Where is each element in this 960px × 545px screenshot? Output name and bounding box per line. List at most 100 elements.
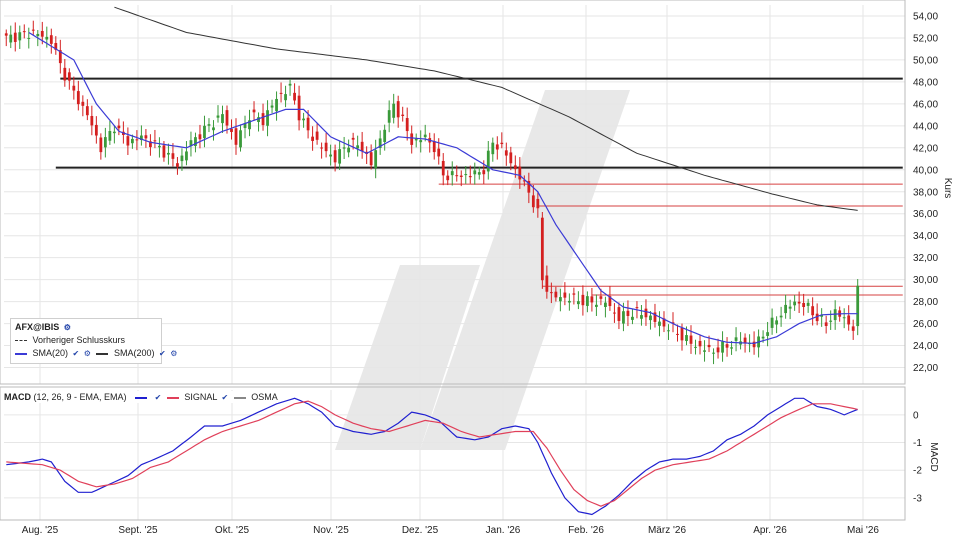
macd-line-icon: [135, 396, 148, 399]
candle-body: [49, 35, 53, 44]
candle-body: [604, 302, 607, 308]
candle-body: [171, 153, 175, 159]
sma20-line-icon: [15, 352, 27, 355]
macd-axis-label: MACD: [928, 442, 939, 471]
candle-body: [54, 42, 58, 50]
candle-body: [342, 147, 346, 149]
macd-legend-signal: SIGNAL: [184, 392, 217, 402]
checkmark-icon[interactable]: ✔: [221, 393, 229, 402]
macd-grid: [4, 390, 905, 520]
candle-body: [284, 94, 287, 101]
x-tick-label: Jan. '26: [486, 525, 521, 536]
candle-body: [662, 318, 666, 327]
candle-body: [45, 36, 49, 40]
candle-body: [811, 306, 815, 316]
candle-body: [531, 195, 535, 208]
candle-body: [572, 293, 576, 295]
candle-body: [261, 113, 265, 126]
candle-body: [112, 131, 116, 134]
candle-body: [856, 285, 860, 327]
candle-body: [419, 140, 423, 143]
legend-symbol-row: AFX@IBIS ⚙: [15, 321, 71, 333]
candle-body: [135, 139, 139, 141]
x-tick-label: Okt. '25: [215, 525, 250, 536]
candle-body: [667, 330, 670, 332]
candle-body: [689, 335, 693, 344]
price-tick-label: 44,00: [913, 121, 938, 132]
candle-body: [275, 98, 278, 112]
candle-body: [721, 341, 724, 353]
sma200-line: [114, 6, 858, 211]
candle-body: [279, 92, 283, 94]
candle-body: [608, 296, 612, 307]
candle-body: [40, 30, 44, 37]
candle-body: [455, 175, 459, 177]
candle-body: [599, 296, 603, 299]
candle-body: [576, 301, 580, 305]
checkmark-icon[interactable]: ✔: [159, 349, 166, 358]
candle-body: [176, 163, 179, 167]
candle-body: [784, 304, 788, 314]
candle-body: [829, 320, 833, 322]
checkmark-icon[interactable]: ✔: [72, 349, 80, 358]
candle-body: [694, 346, 697, 348]
candle-body: [631, 316, 634, 320]
candle-body: [94, 124, 98, 136]
candle-body: [311, 136, 314, 141]
candle-body: [743, 337, 747, 343]
price-tick-label: 28,00: [913, 297, 938, 308]
candle-body: [653, 312, 657, 322]
candle-body: [649, 315, 652, 321]
candle-body: [167, 152, 170, 155]
candle-body: [567, 300, 571, 303]
price-tick-label: 52,00: [913, 33, 938, 44]
price-tick-label: 22,00: [913, 363, 938, 374]
candle-body: [495, 144, 499, 150]
sma200-line-icon: [96, 352, 109, 355]
x-tick-label: Sept. '25: [118, 525, 158, 536]
checkmark-icon[interactable]: ✔: [154, 393, 162, 402]
candle-body: [347, 147, 351, 153]
candle-body: [410, 133, 414, 145]
macd-line-path: [6, 397, 858, 516]
candle-body: [130, 138, 134, 144]
candle-body: [63, 67, 67, 81]
candle-body: [324, 142, 328, 152]
candle-body: [185, 151, 188, 161]
candle-body: [338, 149, 342, 164]
price-tick-label: 32,00: [913, 253, 938, 264]
sma20-line: [28, 31, 858, 345]
candle-body: [162, 145, 166, 158]
candle-body: [468, 176, 472, 178]
legend-sma20: SMA(20): [32, 348, 69, 358]
candle-body: [509, 152, 513, 164]
macd-legend-osma: OSMA: [251, 392, 278, 402]
candle-body: [266, 110, 269, 126]
candle-body: [140, 135, 143, 141]
candle-body: [635, 307, 639, 309]
candle-body: [676, 333, 679, 335]
settings-icon[interactable]: ⚙: [83, 349, 91, 358]
candle-body: [13, 32, 17, 42]
candle-body: [9, 34, 13, 43]
candle-body: [486, 150, 490, 172]
price-tick-label: 34,00: [913, 231, 938, 242]
candle-body: [703, 350, 706, 352]
candle-body: [288, 83, 292, 86]
candles: [4, 20, 860, 365]
price-grid: [4, 5, 905, 384]
price-legend: AFX@IBIS ⚙ Vorheriger Schlusskurs SMA(20…: [10, 318, 177, 364]
legend-sma-row: SMA(20) ✔ ⚙ SMA(200) ✔ ⚙: [15, 347, 177, 359]
price-tick-label: 54,00: [913, 11, 938, 22]
candle-body: [450, 171, 454, 176]
settings-icon[interactable]: ⚙: [170, 349, 178, 358]
candle-body: [558, 297, 562, 302]
candle-body: [518, 166, 522, 180]
settings-icon[interactable]: ⚙: [63, 323, 71, 332]
candle-body: [761, 336, 765, 339]
x-tick-label: Dez. '25: [402, 525, 439, 536]
legend-symbol: AFX@IBIS: [15, 322, 60, 332]
candle-body: [842, 317, 846, 319]
